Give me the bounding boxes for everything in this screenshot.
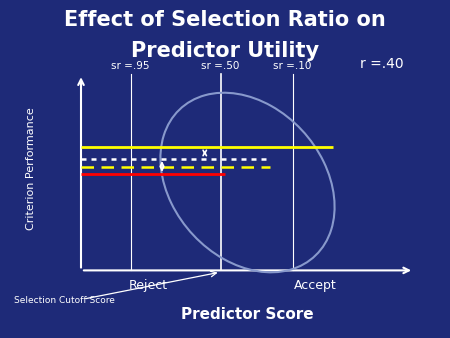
Text: r =.40: r =.40 (360, 57, 404, 71)
Text: Predictor Utility: Predictor Utility (131, 41, 319, 61)
Text: Selection Cutoff Score: Selection Cutoff Score (14, 296, 114, 305)
Text: sr =.95: sr =.95 (111, 61, 150, 71)
Text: Criterion Performance: Criterion Performance (27, 107, 36, 231)
Text: Effect of Selection Ratio on: Effect of Selection Ratio on (64, 10, 386, 30)
Text: Accept: Accept (293, 279, 337, 292)
Text: sr =.10: sr =.10 (273, 61, 312, 71)
Text: sr =.50: sr =.50 (201, 61, 240, 71)
Text: Reject: Reject (129, 279, 168, 292)
Text: Predictor Score: Predictor Score (181, 307, 314, 322)
